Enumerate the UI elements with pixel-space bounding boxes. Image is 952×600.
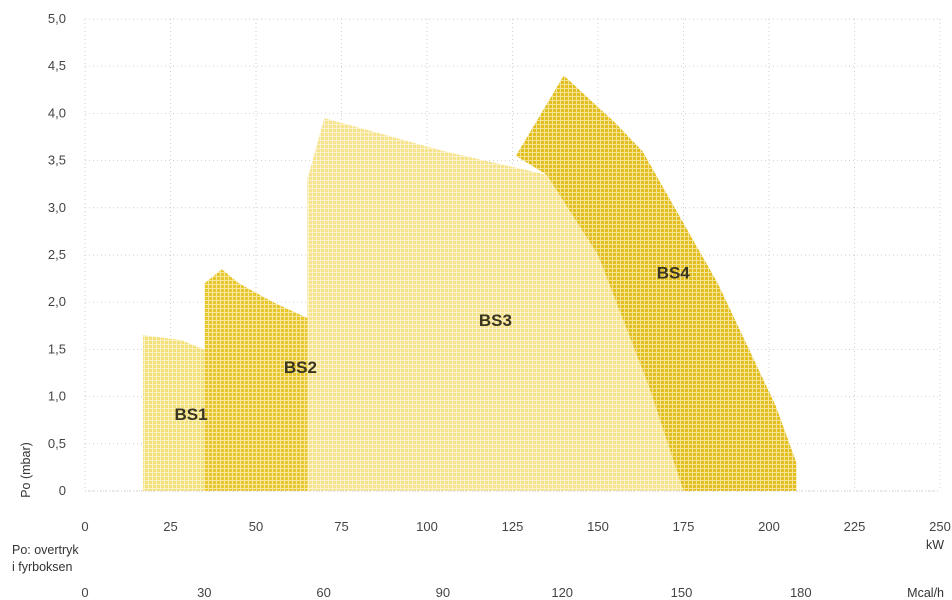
x2-tick-label: 0: [81, 585, 88, 600]
x-tick-label: 0: [81, 519, 88, 534]
y-tick-label: 1,0: [48, 389, 66, 404]
x2-tick-label: 180: [790, 585, 812, 600]
area-bs3-texture: [307, 118, 684, 491]
y-tick-label: 2,0: [48, 294, 66, 309]
y-tick-label: 3,0: [48, 200, 66, 215]
x2-tick-label: 30: [197, 585, 211, 600]
region-label-bs4: BS4: [657, 264, 691, 283]
x-tick-label: 50: [249, 519, 263, 534]
x-tick-label: 125: [502, 519, 524, 534]
x-tick-label: 200: [758, 519, 780, 534]
region-label-bs2: BS2: [284, 358, 317, 377]
x2-tick-label: 90: [436, 585, 450, 600]
y-tick-label: 4,0: [48, 105, 66, 120]
y-tick-label: 0,5: [48, 436, 66, 451]
x2-tick-label: 150: [671, 585, 693, 600]
region-label-bs1: BS1: [174, 405, 207, 424]
x-tick-label: 100: [416, 519, 438, 534]
y-tick-label: 5,0: [48, 11, 66, 26]
x2-tick-label: 120: [551, 585, 573, 600]
y-tick-label: 0: [59, 483, 66, 498]
area-bs4-texture: [515, 75, 797, 491]
y-tick-label: 1,5: [48, 341, 66, 356]
x-tick-label: 25: [163, 519, 177, 534]
region-label-bs3: BS3: [479, 311, 512, 330]
x-tick-label: 175: [673, 519, 695, 534]
region-labels: BS1 BS2 BS3 BS4: [174, 264, 690, 425]
y-tick-label: 3,5: [48, 153, 66, 168]
note-line-1: Po: overtryk: [12, 543, 79, 557]
y-axis-label: Po (mbar): [19, 442, 33, 498]
x-tick-label: 250: [929, 519, 951, 534]
y-tick-label: 4,5: [48, 58, 66, 73]
x2-tick-label: 60: [316, 585, 330, 600]
x-unit-label: kW: [926, 538, 944, 552]
x-tick-label: 150: [587, 519, 609, 534]
x-tick-label: 225: [844, 519, 866, 534]
y-tick-label: 2,5: [48, 247, 66, 262]
areas: [143, 75, 797, 491]
axes: 0 0,5 1,0 1,5 2,0 2,5 3,0 3,5 4,0 4,5 5,0 0 25 50 75 10…: [48, 11, 951, 600]
x-tick-label: 75: [334, 519, 348, 534]
note-line-2: i fyrboksen: [12, 560, 72, 574]
x2-unit-label: Mcal/h: [907, 586, 944, 600]
